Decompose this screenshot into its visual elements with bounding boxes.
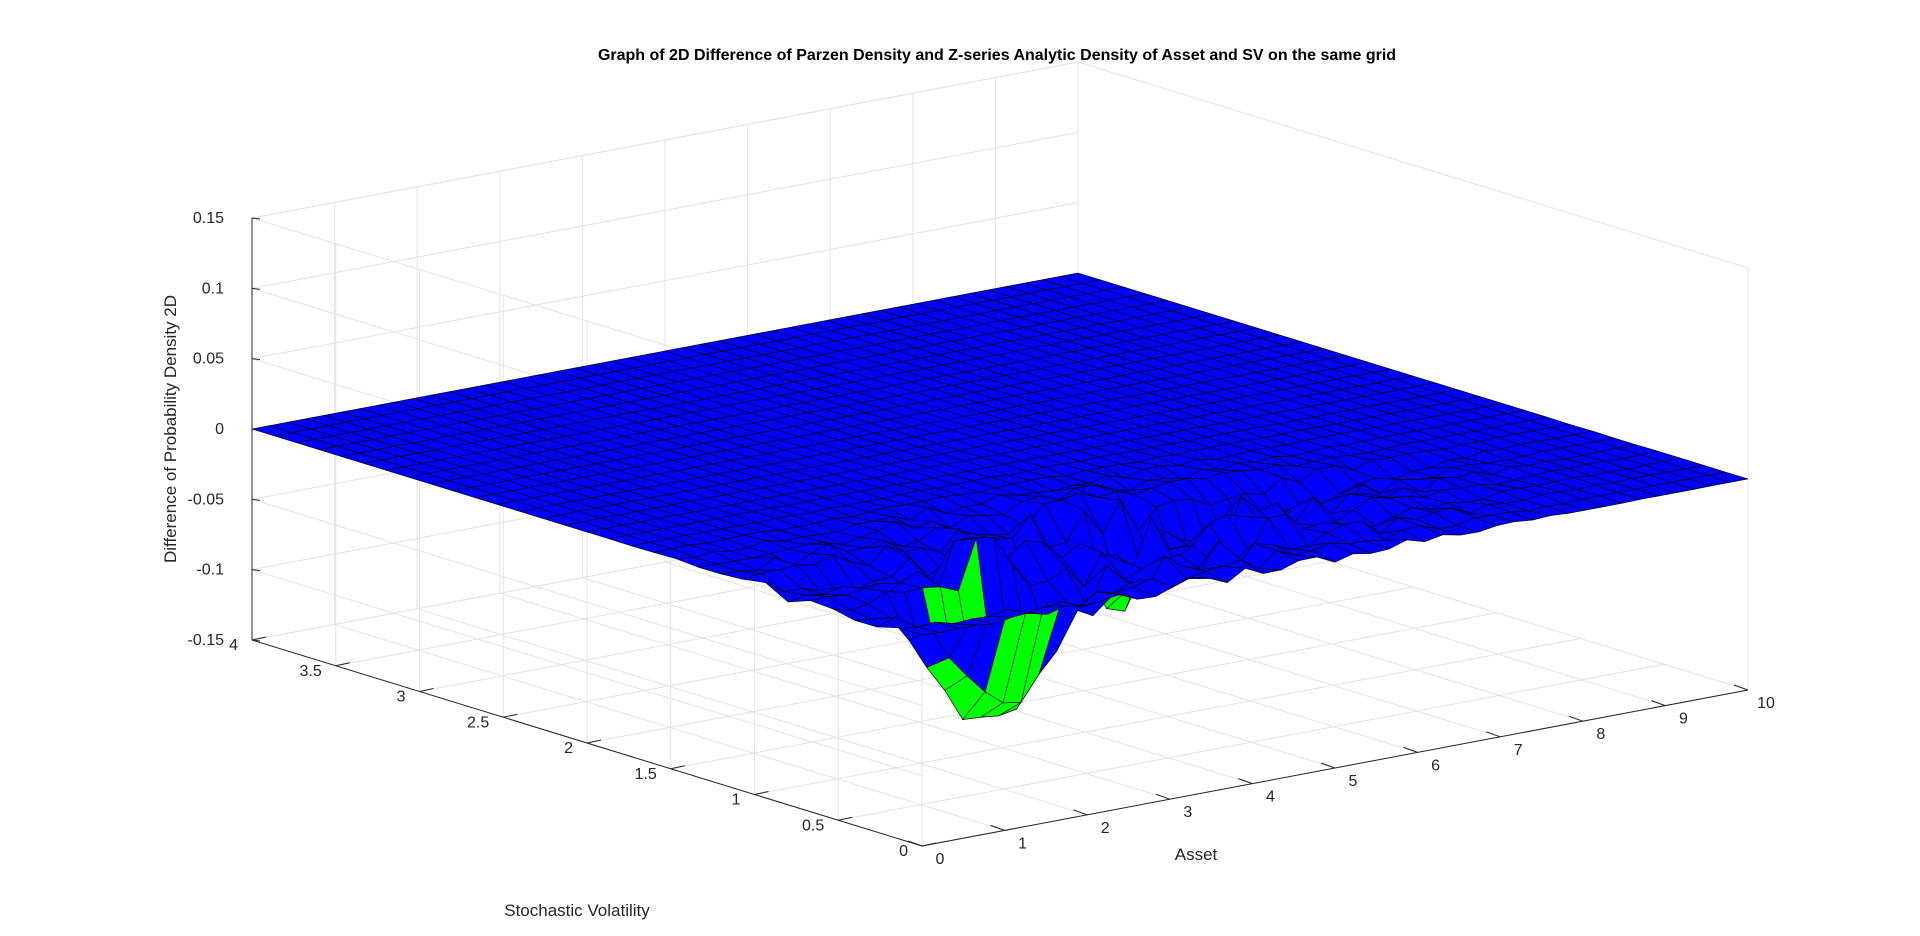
y-tick-label: 0 [899, 843, 908, 860]
x-tick-label: 7 [1514, 742, 1523, 759]
x-tick-mark [1651, 700, 1666, 707]
y-tick-label: 1 [732, 792, 741, 809]
x-tick-mark [1486, 731, 1501, 738]
grid-line [838, 663, 1665, 821]
y-tick-label: 3.5 [300, 663, 322, 680]
x-tick-mark [1238, 778, 1253, 785]
z-tick-mark [251, 498, 261, 501]
y-axis-label: Stochastic Volatility [504, 901, 650, 920]
y-tick-label: 2.5 [467, 714, 489, 731]
y-tick-label: 2 [564, 740, 573, 757]
x-axis-label: Asset [1175, 845, 1218, 864]
y-tick-mark [419, 688, 434, 692]
x-tick-label: 6 [1431, 757, 1440, 774]
x-tick-label: 9 [1679, 711, 1688, 728]
y-tick-label: 0.5 [802, 817, 824, 834]
x-tick-mark [990, 824, 1005, 831]
surface-patch [899, 627, 941, 636]
y-tick-mark [586, 739, 602, 744]
y-tick-mark [838, 816, 853, 821]
x-tick-mark [1568, 715, 1583, 722]
density-surface [251, 272, 1749, 721]
z-axis-label: Difference of Probability Density 2D [161, 295, 180, 563]
z-tick-label: -0.15 [188, 632, 225, 649]
x-tick-mark [1733, 684, 1749, 691]
z-tick-mark [251, 287, 261, 290]
z-tick-mark [251, 217, 261, 220]
x-tick-mark [1155, 793, 1170, 800]
z-tick-mark [251, 569, 261, 572]
z-tick-label: 0 [215, 421, 224, 438]
z-tick-mark [251, 358, 261, 361]
z-tick-label: -0.1 [196, 562, 224, 579]
chart-title: Graph of 2D Difference of Parzen Density… [598, 47, 1396, 64]
x-tick-mark [1403, 746, 1418, 753]
x-tick-label: 8 [1596, 726, 1605, 743]
z-tick-label: 0.1 [202, 280, 224, 297]
x-tick-label: 2 [1101, 820, 1110, 837]
y-tick-mark [503, 713, 518, 718]
grid-line [251, 61, 1079, 219]
x-tick-label: 4 [1266, 789, 1275, 806]
z-tick-label: 0.05 [193, 351, 224, 368]
y-tick-label: 1.5 [635, 766, 657, 783]
y-tick-mark [251, 636, 267, 641]
x-tick-mark [1073, 809, 1088, 816]
y-tick-mark [754, 791, 769, 795]
x-tick-label: 3 [1183, 804, 1192, 821]
y-tick-mark [335, 662, 350, 667]
grid-line [1077, 61, 1749, 269]
x-tick-label: 10 [1757, 695, 1775, 712]
y-tick-mark [921, 842, 937, 847]
grid-line [754, 638, 1581, 795]
x-tick-mark [907, 840, 923, 847]
x-tick-label: 0 [936, 851, 945, 868]
y-ticks: 0 0.5 1 1.5 2 2.5 3 3.5 4 [229, 636, 937, 860]
x-ticks: 0 1 2 3 4 5 6 7 8 9 10 [907, 684, 1775, 868]
x-tick-label: 5 [1349, 773, 1358, 790]
grid-line [670, 612, 1497, 770]
x-tick-label: 1 [1018, 835, 1027, 852]
y-tick-label: 4 [229, 637, 238, 654]
y-tick-mark [670, 765, 685, 770]
z-ticks: -0.15 -0.1 -0.05 0 0.05 0.1 0.15 [188, 210, 261, 649]
z-tick-label: -0.05 [188, 491, 225, 508]
z-tick-label: 0.15 [193, 210, 224, 227]
x-tick-mark [1320, 762, 1336, 769]
y-tick-label: 3 [397, 689, 406, 706]
